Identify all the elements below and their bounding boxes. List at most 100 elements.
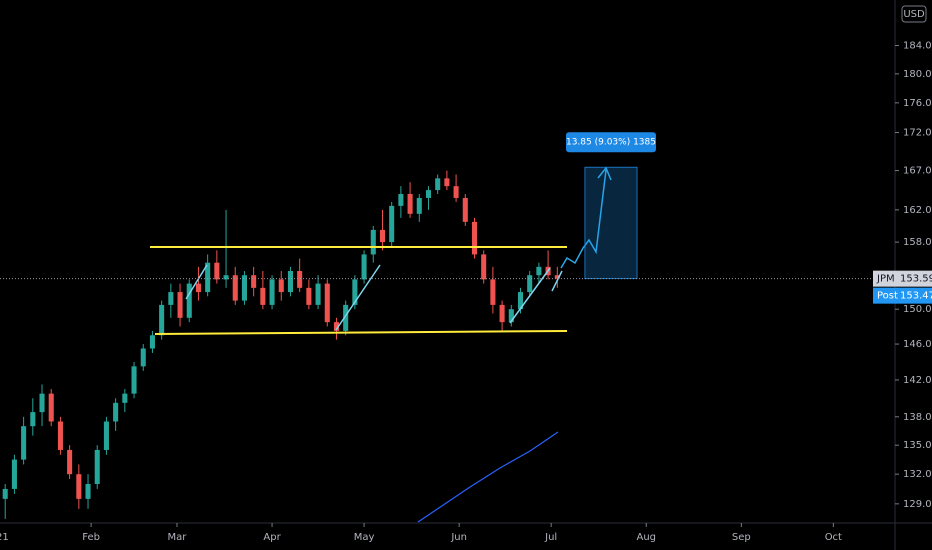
candle-body <box>462 197 468 222</box>
projection-arrow <box>560 169 607 269</box>
candle-body <box>223 275 229 280</box>
candle-body <box>159 304 165 336</box>
candle-body <box>554 275 560 279</box>
trend-line <box>551 270 563 292</box>
candle-body <box>398 194 404 206</box>
candle-body <box>113 402 119 422</box>
drawings <box>150 166 612 523</box>
candle-body <box>297 271 303 288</box>
candle-body <box>241 275 247 301</box>
last-price-value: 153.59 <box>900 274 932 285</box>
last-price-tag <box>873 270 932 287</box>
candle-body <box>425 190 432 198</box>
candle-body <box>11 459 17 489</box>
candle-body <box>260 287 266 305</box>
arrow-head <box>597 166 612 181</box>
candle-body <box>76 474 82 499</box>
candle-body <box>324 283 330 323</box>
candle-body <box>370 229 376 255</box>
candle-body <box>122 393 128 403</box>
y-tick-label: 162.00 <box>903 205 932 216</box>
y-tick-label: 150.00 <box>903 304 932 315</box>
candle-body <box>278 279 284 293</box>
x-tick-label: Mar <box>168 532 188 543</box>
candle-body <box>168 292 174 305</box>
candle-body <box>499 304 505 323</box>
y-tick-label: 135.00 <box>903 440 932 451</box>
candle-body <box>490 279 496 305</box>
candle-body <box>517 292 524 310</box>
x-tick-label: Jul <box>544 532 557 543</box>
candle-body <box>389 205 395 243</box>
candle-body <box>315 283 321 305</box>
candle-body <box>471 221 478 255</box>
candle-body <box>103 421 109 450</box>
candle-body <box>508 309 514 323</box>
post-price-name: Post <box>877 291 898 302</box>
candle-body <box>85 483 91 499</box>
candle-body <box>379 229 386 243</box>
candle-body <box>195 283 201 293</box>
plot-area <box>2 170 560 519</box>
candle-body <box>306 287 312 305</box>
last-price-name: JPM <box>876 274 895 285</box>
y-tick-label: 184.00 <box>903 40 932 51</box>
candle-body <box>186 283 192 318</box>
candle-body <box>2 488 8 499</box>
candle-body <box>232 275 238 301</box>
candle-body <box>361 254 367 280</box>
x-tick-label: Aug <box>636 532 656 543</box>
candle-body <box>214 262 220 280</box>
y-tick-label: 167.00 <box>903 166 932 177</box>
x-tick-label: Apr <box>263 532 281 543</box>
y-tick-label: 158.00 <box>903 237 932 248</box>
candle-body <box>333 322 339 331</box>
candle-body <box>21 426 27 460</box>
candle-body <box>140 348 146 367</box>
candle-body <box>527 275 533 293</box>
y-tick-label: 142.00 <box>903 375 932 386</box>
y-tick-label: 180.00 <box>903 69 932 80</box>
x-tick-label: Feb <box>82 532 100 543</box>
trend-line <box>335 264 381 331</box>
candle-body <box>30 412 36 427</box>
x-tick-label: May <box>354 532 375 543</box>
candle-body <box>177 292 183 318</box>
candle-body <box>39 393 45 413</box>
y-tick-label: 176.00 <box>903 98 932 109</box>
y-tick-label: 172.00 <box>903 128 932 139</box>
candle-body <box>435 178 441 191</box>
x-tick-label: Sep <box>732 532 751 543</box>
trend-line <box>509 267 551 324</box>
candle-body <box>481 254 487 280</box>
candle-body <box>287 271 293 293</box>
candle-body <box>352 279 358 305</box>
candle-body <box>94 449 100 484</box>
moving-average <box>417 431 559 523</box>
candle-body <box>269 279 275 305</box>
x-tick-label: 2021 <box>0 532 9 543</box>
post-price-tag <box>873 287 932 304</box>
candle-body <box>536 266 542 276</box>
currency-badge[interactable] <box>901 5 927 23</box>
candle-body <box>416 197 422 214</box>
candle-body <box>251 275 257 288</box>
candle-body <box>407 194 413 214</box>
position-label: 13.85 (9.03%) 1385 <box>566 138 656 148</box>
candle-body <box>444 178 450 187</box>
candle-body <box>57 421 63 450</box>
candle-body <box>343 304 349 331</box>
candle-body <box>67 449 73 475</box>
channel-bottom <box>154 330 568 335</box>
position-box <box>584 166 638 280</box>
currency: USD <box>903 9 925 20</box>
trend-line <box>185 264 208 300</box>
candle-body <box>205 262 211 293</box>
candle-body <box>131 366 137 394</box>
candle-body <box>48 393 54 422</box>
x-tick-label: Oct <box>825 532 842 543</box>
y-tick-label: 129.00 <box>903 499 932 510</box>
y-tick-label: 138.00 <box>903 412 932 423</box>
